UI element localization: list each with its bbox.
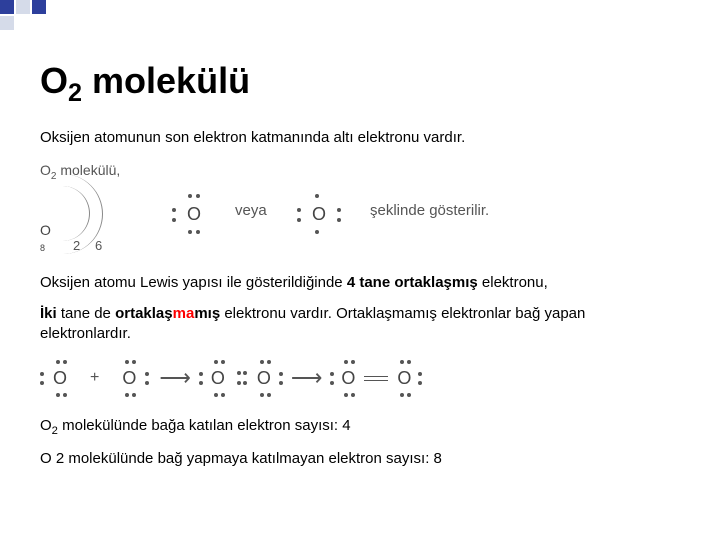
shared-pair-struct: O O: [201, 358, 281, 398]
shell-arc-2: [23, 174, 103, 254]
double-bond-icon: [364, 376, 388, 381]
gosterilir-label: şeklinde gösterilir.: [370, 202, 489, 219]
lewis-struct-1: O: [170, 192, 218, 236]
paragraph-3: İki tane de ortaklaşmamış elektronu vard…: [40, 304, 680, 345]
nucleus-label: O8: [40, 222, 51, 254]
corner-decoration: [0, 0, 48, 32]
arrow-icon: ⟶: [159, 365, 191, 391]
paragraph-4: O2 molekülünde bağa katılan elektron say…: [40, 416, 680, 439]
veya-label: veya: [235, 202, 267, 219]
plus-icon: +: [90, 369, 99, 387]
lewis-struct-2: O: [295, 192, 343, 236]
slide-content: O2 molekülü Oksijen atomunun son elektro…: [40, 60, 680, 470]
double-bond-struct: O O: [332, 358, 420, 398]
paragraph-1: Oksijen atomunun son elektron katmanında…: [40, 128, 680, 148]
react-o-left: O: [40, 358, 80, 398]
figure-1: O2 molekülü, O8 2 6 O veya O şeklinde gö…: [40, 162, 680, 257]
figure-2-reaction: O + O ⟶ O O: [40, 358, 680, 398]
title-o: O: [40, 60, 68, 101]
paragraph-2: Oksijen atomu Lewis yapısı ile gösterild…: [40, 273, 680, 293]
paragraph-5: O 2 molekülünde bağ yapmaya katılmayan e…: [40, 449, 680, 469]
bohr-model: O8 2 6: [40, 182, 125, 262]
shell2-count: 6: [95, 238, 102, 253]
page-title: O2 molekülü: [40, 60, 680, 108]
react-o-right: O: [109, 358, 149, 398]
shell1-count: 2: [73, 238, 80, 253]
title-rest: molekülü: [82, 60, 250, 101]
arrow-icon-2: ⟶: [291, 365, 323, 391]
title-sub: 2: [68, 79, 82, 107]
